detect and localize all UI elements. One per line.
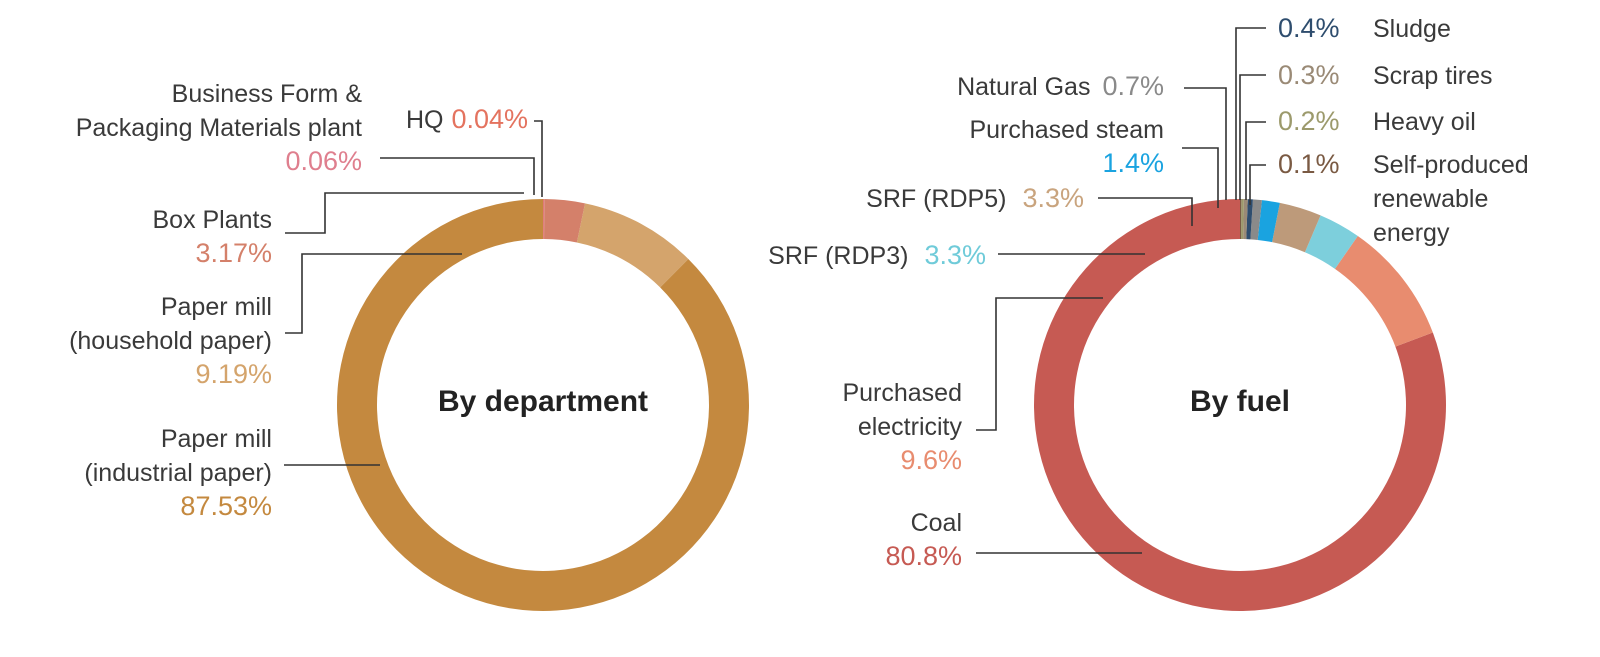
label-business-form-packaging-materials-plant: Business Form & Packaging Materials plant… [76,80,535,195]
leader-line [1239,74,1266,200]
chart-title: By fuel [1190,385,1290,418]
slice-srf-rdp5 [1272,202,1321,253]
slice-label: renewable [1373,185,1488,213]
slice-value: 0.06% [285,146,362,176]
leader-line [380,157,535,195]
slice-value: 80.8% [885,541,962,571]
slice-label: energy [1373,219,1450,247]
label-purchased-electricity: Purchased electricity 9.6% [842,297,1103,475]
label-natural-gas: 0.7% Natural Gas [957,71,1227,200]
slice-value: 0.4% [1278,13,1340,43]
leader-line [1182,147,1219,208]
leader-line [285,253,462,334]
slice-label: Packaging Materials plant [76,114,362,142]
label-paper-mill-household-paper: Paper mill (household paper) 9.19% [69,253,462,389]
slice-purchased-electricity [1334,236,1433,347]
by-department-donut: By department Paper mill (industrial paper… [69,80,750,611]
slice-label: (household paper) [69,327,272,355]
slice-box-plants [544,199,586,243]
slice-value: 1.4% [1102,148,1164,178]
slice-label: (industrial paper) [84,459,272,487]
label-scrap-tires: 0.3% Scrap tires [1239,60,1492,200]
slice-srf-rdp3 [1304,215,1358,269]
leader-line [285,192,524,234]
leader-line [1098,197,1193,226]
slice-business-form-packaging-materials-plant [543,199,545,240]
slice-sludge [1246,199,1253,240]
slice-label: Purchased steam [969,116,1164,144]
label-heavy-oil: 0.2% Heavy oil [1245,106,1476,200]
label-srf-rdp3: 3.3% SRF (RDP3) [768,240,1145,270]
label-hq: 0.04%HQ [406,104,543,197]
chart-title: By department [438,385,648,418]
slice-label: Purchased [842,379,962,407]
slice-label: Sludge [1373,15,1451,43]
slice-paper-mill-household-paper [576,203,689,288]
slice-value: 0.04% [451,104,528,134]
slice-value: 3.17% [195,238,272,268]
leader-line [1249,164,1266,205]
leader-line [1184,87,1227,200]
slice-hq [543,199,544,240]
label-box-plants: Box Plants 3.17% [152,192,524,268]
slice-label: Box Plants [152,206,272,234]
slice-label: Paper mill [161,425,272,453]
leader-line [1245,121,1266,200]
slice-label: HQ [406,106,444,134]
slice-value: 3.3% [1022,183,1084,213]
slice-self-produced-renewable-energy [1240,199,1242,240]
label-paper-mill-industrial-paper: Paper mill (industrial paper) 87.53% [84,425,380,521]
slice-value: 0.1% [1278,149,1340,179]
leader-line [534,120,543,197]
slice-label: Self-produced [1373,151,1529,179]
label-purchased-steam: Purchased steam 1.4% [969,116,1219,208]
label-coal: Coal 80.8% [885,509,1142,571]
slice-label: Business Form & [172,80,363,108]
slice-natural-gas [1250,199,1262,240]
slice-label: SRF (RDP3) [768,242,908,270]
slice-value: 0.7% [1102,71,1164,101]
label-srf-rdp5: 3.3% SRF (RDP5) [866,183,1193,226]
slice-heavy-oil [1241,199,1244,240]
slice-label: Paper mill [161,293,272,321]
slice-value: 3.3% [924,240,986,270]
slice-scrap-tires [1243,199,1248,240]
label-sludge: 0.4% Sludge [1235,13,1451,200]
slice-value: 0.2% [1278,106,1340,136]
slice-label: Natural Gas [957,73,1090,101]
slice-value: 9.6% [900,445,962,475]
label-self-produced-renewable-energy: 0.1% Self-produced renewable energy [1249,149,1529,247]
slice-label: Heavy oil [1373,108,1476,136]
slice-label: SRF (RDP5) [866,185,1006,213]
by-fuel-donut: By fuel Coal 80.8% Purchased electricity 9.6%… [768,13,1529,611]
slice-label: electricity [858,413,963,441]
leader-line [1235,27,1266,200]
slice-value: 0.3% [1278,60,1340,90]
slice-purchased-steam [1257,200,1280,243]
slice-value: 9.19% [195,359,272,389]
slice-value: 87.53% [180,491,272,521]
slice-label: Coal [911,509,962,537]
slice-label: Scrap tires [1373,62,1492,90]
leader-line [976,297,1103,431]
